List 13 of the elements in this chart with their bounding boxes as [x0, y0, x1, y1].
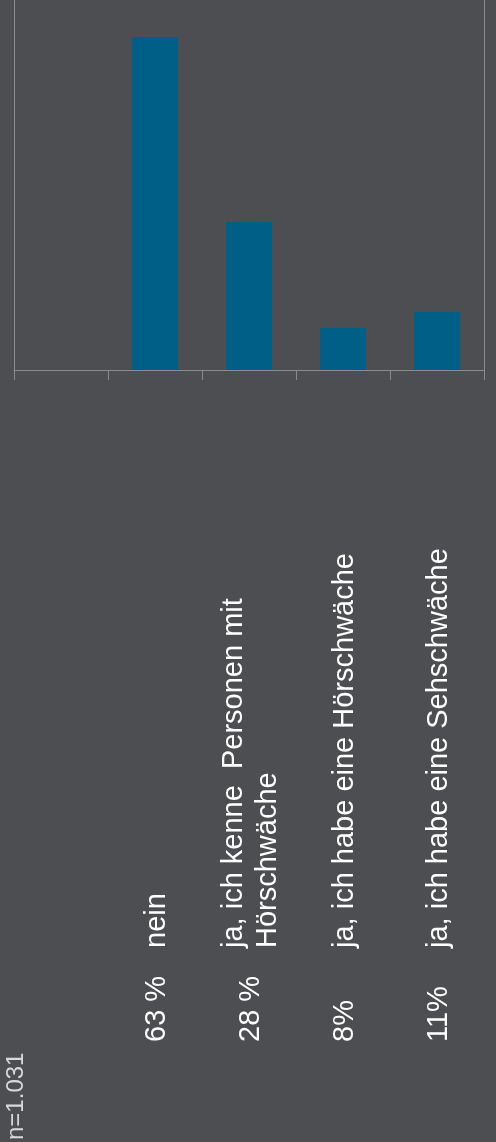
- bar: [319, 327, 367, 370]
- data-label: 28 %: [233, 975, 265, 1042]
- data-label: 11%: [421, 986, 453, 1042]
- x-tick-label: ja, ich habe eine Sehschwäche: [421, 548, 453, 949]
- x-tick-label: ja, ich habe eine Hörschwäche: [327, 553, 359, 949]
- bar: [413, 311, 461, 370]
- text: n=1.031: [0, 1052, 28, 1140]
- bar: [225, 222, 273, 370]
- x-tick-label: ja, ich kenne Personen mit Hörschwäche: [216, 598, 282, 949]
- bar: [131, 37, 179, 370]
- x-tick-label: nein: [139, 893, 171, 948]
- data-label: 63 %: [139, 975, 171, 1042]
- data-label: 8%: [327, 1000, 359, 1042]
